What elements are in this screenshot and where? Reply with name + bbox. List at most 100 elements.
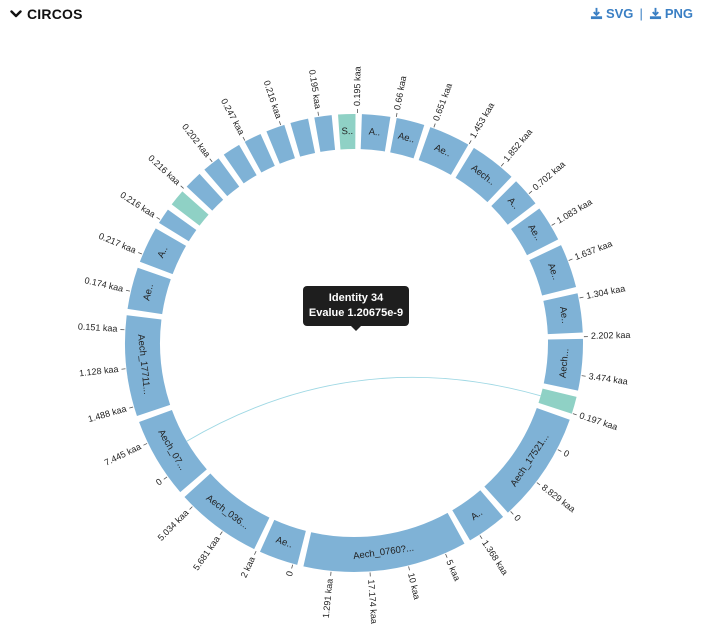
circos-segment[interactable] — [338, 113, 356, 150]
tick-label: 5 kaa — [444, 558, 462, 582]
circos-segment[interactable] — [290, 118, 316, 157]
tick-label: 0 — [512, 513, 523, 523]
tick-label: 0 — [154, 476, 164, 487]
segment-label: A.. — [469, 507, 485, 523]
tick-mark — [468, 140, 472, 145]
circos-segment[interactable] — [186, 173, 224, 211]
tick-label: 1.368 kaa — [480, 538, 510, 577]
tick-mark — [500, 162, 505, 167]
tick-label: 10 kaa — [406, 572, 422, 601]
tick-mark — [528, 190, 533, 194]
tick-mark — [242, 136, 246, 141]
tick-mark — [536, 482, 541, 486]
tick-mark — [125, 289, 131, 292]
download-icon — [649, 7, 661, 20]
tooltip-evalue: Evalue 1.20675e-9 — [308, 307, 404, 319]
tick-label: 0 — [284, 570, 295, 577]
tick-label: 8.829 kaa — [540, 482, 578, 514]
circos-segment[interactable] — [360, 114, 391, 152]
circos-segment[interactable] — [418, 127, 469, 175]
circos-segment[interactable] — [244, 133, 275, 173]
tick-label: 7.445 kaa — [103, 441, 143, 467]
circos-segment[interactable] — [314, 115, 336, 152]
tick-mark — [279, 121, 282, 126]
tick-mark — [143, 443, 148, 446]
tick-mark — [557, 449, 562, 452]
circos-segment[interactable] — [266, 124, 295, 164]
tick-mark — [129, 406, 134, 409]
tick-mark — [581, 375, 586, 377]
circos-segment[interactable] — [529, 245, 577, 296]
circos-segment[interactable] — [159, 209, 197, 242]
segment-label: Ae.. — [557, 306, 570, 324]
circos-segment[interactable] — [543, 293, 583, 335]
tick-mark — [395, 112, 398, 117]
segment-label: A.. — [368, 126, 381, 138]
circos-segment[interactable] — [452, 490, 504, 541]
tick-mark — [408, 566, 410, 571]
tick-mark — [189, 506, 193, 510]
circos-segment[interactable] — [303, 512, 465, 572]
tick-mark — [209, 158, 213, 163]
panel-title: CIRCOS — [27, 6, 83, 22]
circos-segment[interactable] — [390, 118, 425, 159]
tick-mark — [572, 413, 577, 416]
collapse-toggle[interactable]: CIRCOS — [10, 6, 83, 22]
tick-mark — [254, 550, 257, 555]
tick-mark — [163, 476, 168, 480]
tick-label: 5.681 kaa — [191, 534, 222, 572]
tooltip-identity: Identity 34 — [328, 292, 384, 304]
circos-segment[interactable] — [127, 267, 171, 315]
tick-mark — [445, 553, 448, 558]
tick-label: 1.291 kaa — [321, 578, 335, 618]
circos-segment[interactable] — [139, 409, 207, 493]
circos-segment[interactable] — [171, 191, 209, 226]
download-icon — [590, 7, 603, 20]
link-chord[interactable] — [186, 376, 541, 442]
export-png-button[interactable]: PNG — [649, 6, 693, 21]
tick-label: 0.197 kaa — [578, 410, 619, 432]
tick-mark — [568, 258, 573, 261]
tick-mark — [219, 531, 223, 536]
chevron-down-icon — [10, 10, 22, 18]
tick-label: 0.151 kaa — [78, 321, 118, 333]
circos-segment[interactable] — [491, 181, 536, 225]
tick-label: 1.304 kaa — [585, 283, 626, 301]
circos-segment[interactable] — [204, 158, 240, 197]
circos-segment[interactable] — [125, 315, 171, 417]
tick-mark — [510, 511, 514, 515]
circos-segment[interactable] — [184, 473, 270, 550]
tick-label: 0.216 kaa — [118, 190, 157, 220]
tick-label: 0.702 kaa — [531, 159, 568, 192]
circos-segment[interactable] — [543, 338, 584, 391]
circos-segment[interactable] — [484, 408, 570, 513]
tick-label: 0.216 kaa — [262, 79, 284, 120]
circos-segment[interactable] — [455, 147, 512, 203]
circos-segment[interactable] — [223, 144, 257, 184]
circos-segment[interactable] — [511, 208, 559, 256]
tick-label: 1.852 kaa — [501, 127, 534, 164]
link-tooltip: Identity 34 Evalue 1.20675e-9 — [303, 286, 409, 331]
tick-label: 0.217 kaa — [97, 231, 137, 256]
tick-mark — [291, 564, 294, 569]
tick-mark — [433, 123, 436, 128]
circos-segment[interactable] — [139, 228, 187, 275]
tick-label: 0.651 kaa — [431, 82, 454, 123]
export-separator: | — [639, 6, 643, 21]
tick-label: 0.174 kaa — [84, 275, 125, 294]
tick-mark — [138, 252, 143, 255]
tick-label: 1.453 kaa — [468, 101, 496, 140]
segment-label: Ae.. — [397, 131, 416, 146]
tick-label: 0.195 kaa — [307, 69, 323, 110]
tick-label: 1.637 kaa — [573, 239, 614, 263]
segment-label: A.. — [155, 245, 170, 260]
tick-label: 0.202 kaa — [180, 122, 212, 159]
circos-segment[interactable] — [259, 519, 306, 565]
tick-label: 0.195 kaa — [352, 66, 363, 106]
circos-segment[interactable] — [538, 388, 577, 414]
export-svg-label: SVG — [605, 6, 634, 21]
segment-label: Ae.. — [545, 262, 561, 282]
export-svg-button[interactable]: SVG — [590, 6, 633, 21]
segment-label: Ae.. — [141, 283, 156, 302]
tick-label: 0.216 kaa — [146, 153, 182, 187]
